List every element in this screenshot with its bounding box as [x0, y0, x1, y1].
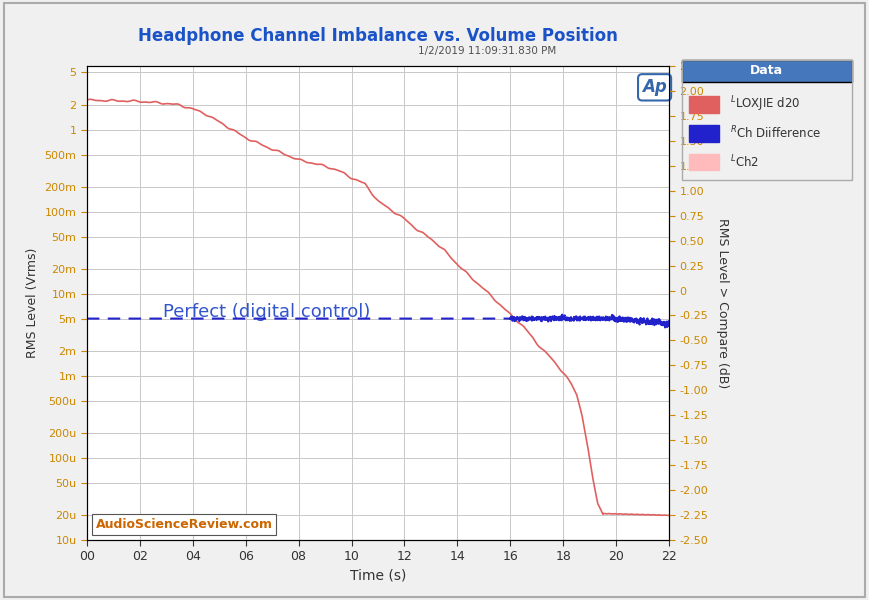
Text: $^R$Ch Diifference: $^R$Ch Diifference	[730, 125, 821, 142]
Text: Perfect (digital control): Perfect (digital control)	[163, 303, 370, 321]
Bar	[689, 154, 720, 170]
Y-axis label: RMS Level (Vrms): RMS Level (Vrms)	[26, 248, 39, 358]
Y-axis label: RMS Level > Compare (dB): RMS Level > Compare (dB)	[716, 218, 729, 388]
Text: Data: Data	[750, 64, 784, 77]
Bar	[689, 125, 720, 142]
Bar	[689, 96, 720, 113]
Text: AudioScienceReview.com: AudioScienceReview.com	[96, 518, 273, 531]
Text: Headphone Channel Imbalance vs. Volume Position: Headphone Channel Imbalance vs. Volume P…	[138, 27, 618, 45]
Text: $^L$LOXJIE d20: $^L$LOXJIE d20	[730, 95, 800, 114]
FancyBboxPatch shape	[682, 60, 852, 82]
X-axis label: Time (s): Time (s)	[350, 569, 406, 583]
Text: Ap: Ap	[642, 79, 667, 97]
Text: 1/2/2019 11:09:31.830 PM: 1/2/2019 11:09:31.830 PM	[417, 46, 556, 56]
Text: $^L$Ch2: $^L$Ch2	[730, 154, 759, 170]
